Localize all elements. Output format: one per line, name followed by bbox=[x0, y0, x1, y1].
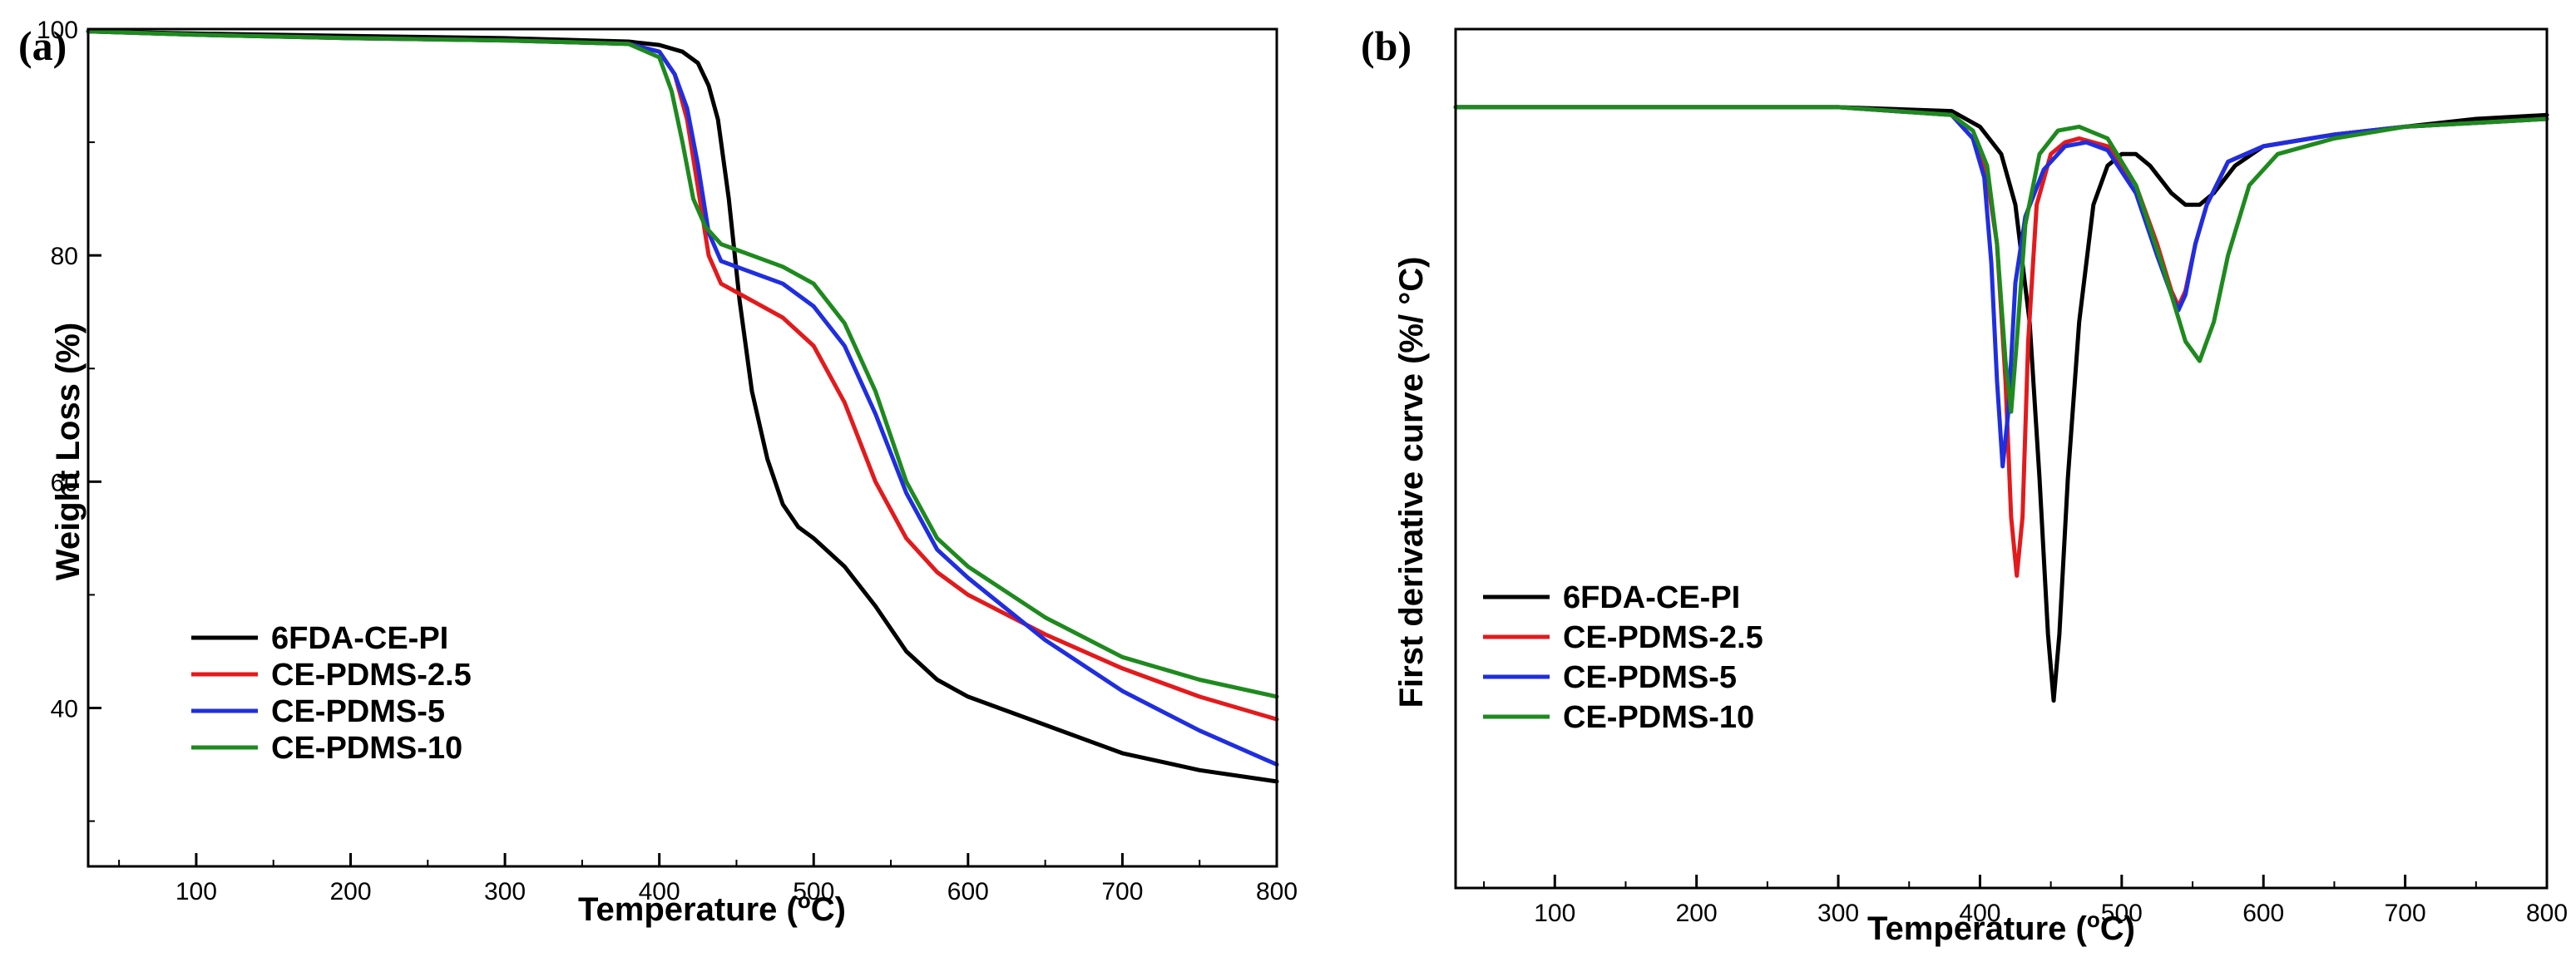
panel-b-label: (b) bbox=[1361, 22, 1412, 69]
panel-a-series-ce-pdms-10 bbox=[86, 29, 1279, 699]
panel-b-series-ce-pdms-5 bbox=[1453, 105, 2549, 469]
panel-b-series-ce-pdms-10 bbox=[1453, 105, 2549, 414]
x-tick-label: 300 bbox=[1817, 900, 1859, 927]
x-tick-label: 200 bbox=[329, 878, 371, 905]
legend-label: 6FDA-CE-PI bbox=[1563, 580, 1740, 615]
panel-b-series-6fda-ce-pi bbox=[1453, 105, 2549, 703]
y-tick-label: 100 bbox=[37, 17, 78, 44]
x-tick-label: 500 bbox=[2101, 900, 2143, 927]
panel-a-label: (a) bbox=[18, 22, 67, 69]
panel-a-xlabel: Temperature (oC) bbox=[578, 888, 846, 928]
x-tick-label: 500 bbox=[793, 878, 834, 905]
legend-label: CE-PDMS-2.5 bbox=[271, 658, 472, 693]
panel-a-series bbox=[86, 29, 1279, 784]
legend-label: CE-PDMS-2.5 bbox=[1563, 620, 1763, 655]
legend-label: 6FDA-CE-PI bbox=[271, 621, 448, 656]
x-tick-label: 800 bbox=[2526, 900, 2568, 927]
x-tick-label: 300 bbox=[484, 878, 526, 905]
panel-a-axes: 100 200 300 400 500 600 700 800 40 60 80 100 bbox=[37, 17, 1298, 905]
legend-label: CE-PDMS-5 bbox=[271, 694, 445, 729]
x-tick-label: 700 bbox=[1101, 878, 1143, 905]
panel-b-legend: 6FDA-CE-PI CE-PDMS-2.5 CE-PDMS-5 CE-PDMS-10 bbox=[1483, 580, 1763, 735]
panel-b-axes: 100 200 300 400 500 600 700 800 bbox=[1454, 27, 2568, 927]
x-tick-label: 200 bbox=[1676, 900, 1718, 927]
x-tick-label: 400 bbox=[1959, 900, 2000, 927]
panel-a: (a) 100 200 300 400 500 600 700 800 40 60 80 100 We… bbox=[18, 17, 1298, 928]
plot-frame bbox=[1454, 27, 2549, 890]
panel-b-xlabel: Temperature (oC) bbox=[1867, 907, 2135, 947]
x-tick-label: 100 bbox=[176, 878, 217, 905]
x-tick-label: 400 bbox=[639, 878, 680, 905]
x-tick-label: 600 bbox=[947, 878, 989, 905]
panel-b: (b) 100 200 300 400 500 600 700 800 First deriv… bbox=[1361, 22, 2568, 947]
panel-b-series bbox=[1453, 105, 2549, 703]
legend-label: CE-PDMS-10 bbox=[271, 731, 462, 766]
legend-label: CE-PDMS-10 bbox=[1563, 700, 1754, 735]
x-tick-label: 800 bbox=[1256, 878, 1298, 905]
y-tick-label: 60 bbox=[51, 469, 78, 496]
plot-frame bbox=[87, 27, 1278, 868]
x-tick-label: 700 bbox=[2385, 900, 2426, 927]
panel-b-ylabel: First derivative curve (%/ °C) bbox=[1393, 257, 1430, 708]
y-tick-label: 80 bbox=[51, 243, 78, 270]
x-tick-label: 600 bbox=[2242, 900, 2284, 927]
legend-label: CE-PDMS-5 bbox=[1563, 660, 1737, 695]
panel-a-series-6fda-ce-pi bbox=[86, 29, 1279, 784]
x-tick-label: 100 bbox=[1534, 900, 1575, 927]
panel-a-ylabel: Weight Loss (%) bbox=[50, 323, 87, 580]
y-tick-label: 40 bbox=[51, 695, 78, 723]
